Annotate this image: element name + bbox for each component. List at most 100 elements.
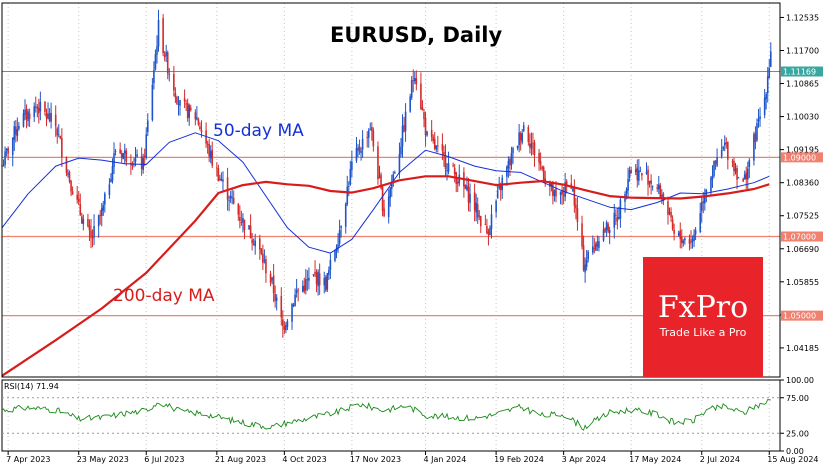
candle-body <box>677 232 680 236</box>
candle-body <box>68 171 71 182</box>
time-tick-label: 6 Jul 2023 <box>144 455 184 464</box>
candle-body <box>403 124 405 132</box>
candle-body <box>90 230 92 238</box>
time-tick-label: 17 May 2024 <box>629 455 681 464</box>
candle-body <box>400 146 402 155</box>
candle-body <box>274 293 276 302</box>
candle-body <box>496 190 499 199</box>
candle-body <box>65 157 68 173</box>
candle-body <box>591 246 594 253</box>
candle-body <box>36 106 39 109</box>
main-panel-border <box>1 2 781 378</box>
candle-body <box>366 137 369 139</box>
candle-body <box>561 190 563 195</box>
candle-body <box>489 227 491 236</box>
candle-body <box>518 132 520 146</box>
candle-body <box>734 168 737 172</box>
candle-body <box>605 222 608 231</box>
candle-body <box>530 143 533 149</box>
candle-body <box>271 277 273 281</box>
candle-body <box>176 96 178 104</box>
rsi-line <box>1 399 771 431</box>
candle-body <box>45 113 48 119</box>
candle-body <box>240 222 243 224</box>
time-tick-label: 7 Apr 2023 <box>6 455 50 464</box>
candle-body <box>430 129 433 137</box>
candle-body <box>28 113 31 119</box>
candle-body <box>727 141 729 160</box>
candle-body <box>154 54 157 70</box>
candle-body <box>699 213 702 232</box>
candle-body <box>318 273 321 286</box>
candle-body <box>745 172 748 180</box>
candle-body <box>602 229 605 241</box>
candle-body <box>2 165 5 167</box>
candle-body <box>509 158 511 165</box>
candle-body <box>334 250 336 261</box>
candle-body <box>576 208 579 222</box>
candle-body <box>670 211 672 218</box>
candle-body <box>714 160 717 164</box>
candle-body <box>357 148 359 151</box>
candle-body <box>209 151 212 159</box>
candle-body <box>618 216 620 220</box>
candle-body <box>168 74 171 76</box>
candle-body <box>262 253 264 264</box>
candle-body <box>206 143 209 145</box>
candle-body <box>390 181 393 189</box>
candle-body <box>447 163 450 172</box>
candle-body <box>239 216 241 221</box>
candle-body <box>39 101 42 112</box>
candle-body <box>555 188 557 197</box>
candle-body <box>639 170 642 172</box>
candle-body <box>291 303 293 322</box>
candle-body <box>120 153 123 158</box>
candle-body <box>13 126 16 140</box>
candle-body <box>479 215 482 227</box>
candle-body <box>401 125 404 147</box>
candle-body <box>15 126 17 135</box>
candle-body <box>694 230 697 235</box>
candle-body <box>527 127 530 142</box>
candle-body <box>415 78 418 85</box>
candle-body <box>746 168 749 180</box>
candle-body <box>100 208 103 216</box>
candle-body <box>185 103 187 105</box>
candle-body <box>541 166 543 170</box>
candle-body <box>673 229 675 234</box>
candle-body <box>7 148 9 154</box>
candle-body <box>722 147 725 150</box>
price-tick-label: 1.12535 <box>786 13 819 22</box>
candle-body <box>763 97 766 116</box>
candle-body <box>613 212 616 228</box>
candle-body <box>162 18 164 54</box>
candle-body <box>297 289 299 291</box>
time-tick-label: 19 Feb 2024 <box>494 455 544 464</box>
candle-body <box>595 243 597 251</box>
candle-body <box>607 224 609 232</box>
fxpro-logo: FxPro Trade Like a Pro <box>643 257 763 377</box>
candle-body <box>593 248 596 249</box>
candle-body <box>377 146 379 180</box>
candle-body <box>533 142 536 156</box>
candle-body <box>656 187 659 189</box>
candle-body <box>50 112 52 122</box>
candles <box>1 9 772 338</box>
candle-body <box>737 177 740 179</box>
grid <box>7 3 770 451</box>
candle-body <box>587 251 589 260</box>
candle-body <box>56 128 59 136</box>
candle-body <box>174 92 177 98</box>
candle-body <box>145 134 148 158</box>
candle-body <box>641 173 643 176</box>
candle-body <box>539 161 542 165</box>
ma50-line <box>1 132 770 254</box>
candle-body <box>371 126 373 131</box>
candle-body <box>585 259 588 267</box>
candle-body <box>88 225 91 231</box>
candle-body <box>113 153 115 167</box>
candle-body <box>387 196 390 218</box>
candle-body <box>254 240 256 247</box>
candle-body <box>627 178 629 191</box>
candle-body <box>97 215 100 227</box>
